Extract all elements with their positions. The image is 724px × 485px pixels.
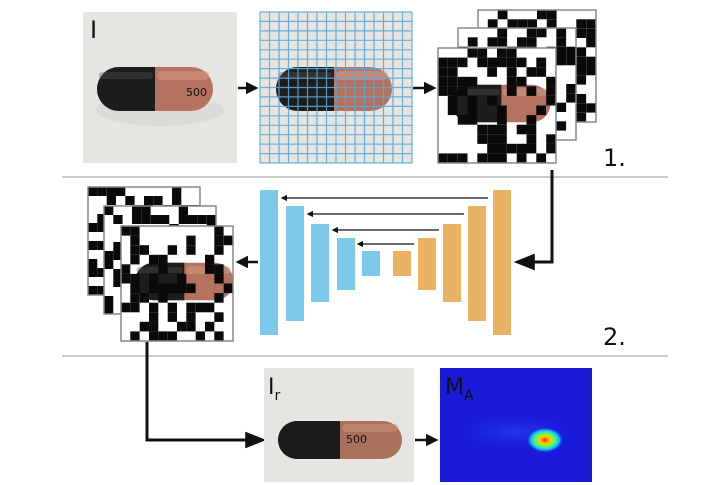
stage-1-label: 1. (603, 144, 626, 172)
grid-overlay-panel (259, 11, 413, 164)
anomaly-map-label: M (445, 375, 464, 400)
reconstructed-image-panel: 500 Ir (264, 368, 414, 482)
stage-2-label: 2. (603, 323, 626, 351)
masked-patch-stack-input (437, 9, 597, 164)
decoder-block-5 (493, 190, 511, 335)
reconstructed-image-label: I (268, 375, 275, 400)
pill-imprint: 500 (186, 86, 207, 99)
encoder-block-3 (311, 224, 329, 302)
svg-text:Ir: Ir (268, 375, 281, 404)
svg-text:MA: MA (445, 375, 474, 404)
input-image-label: I (90, 16, 97, 44)
masked-patch-stack-output (87, 186, 234, 342)
encoder-block-4 (337, 238, 355, 290)
encoder-block-1 (260, 190, 278, 335)
encoder-block-2 (286, 206, 304, 321)
arrow-stack-to-network (513, 170, 554, 271)
decoder-block-2 (418, 238, 436, 290)
encoder-block-5 (362, 251, 380, 276)
reconstructed-image-subscript: r (275, 388, 281, 404)
anomaly-heatmap-panel: MA (440, 368, 592, 482)
decoder-block-4 (468, 206, 486, 321)
anomaly-map-subscript: A (464, 388, 474, 404)
input-image-panel: 500 I (83, 12, 237, 163)
unet-network (260, 190, 511, 335)
decoder-block-1 (393, 251, 411, 276)
arrow-stack-to-reconstruction (145, 342, 267, 449)
anomaly-hotspot (526, 427, 564, 453)
reconstructed-pill-imprint: 500 (346, 433, 367, 446)
decoder-block-3 (443, 224, 461, 302)
